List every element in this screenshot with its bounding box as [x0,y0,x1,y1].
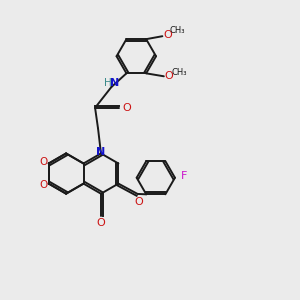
Text: N: N [110,78,119,88]
Text: CH₃: CH₃ [171,68,187,77]
Text: H: H [104,78,112,88]
Text: O: O [122,103,131,113]
Text: O: O [39,157,47,167]
Text: O: O [135,197,143,207]
Text: O: O [97,218,105,228]
Text: F: F [181,171,187,181]
Text: O: O [163,30,172,40]
Text: N: N [96,147,106,157]
Text: CH₃: CH₃ [170,26,185,35]
Text: O: O [165,71,173,81]
Text: O: O [39,180,47,190]
